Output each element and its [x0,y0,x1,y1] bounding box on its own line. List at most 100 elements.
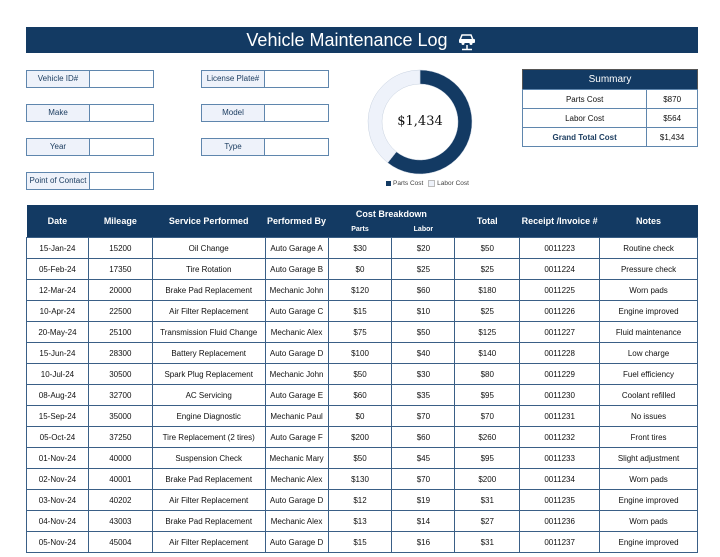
cell-receipt: 0011230 [519,384,601,406]
cell-parts: $30 [327,237,393,259]
field-input[interactable] [90,173,153,189]
field-input[interactable] [265,71,328,87]
cell-service: Oil Change [151,237,266,259]
cell-date: 03-Nov-24 [26,489,89,511]
cell-notes: Routine check [599,237,698,259]
field-input[interactable] [265,105,328,121]
cell-receipt: 0011237 [519,531,601,553]
cell-mileage: 40202 [87,489,153,511]
cell-performed-by: Mechanic John [264,279,329,301]
cell-parts: $60 [327,384,393,406]
cell-date: 08-Aug-24 [26,384,89,406]
field-year: Year [26,138,154,156]
table-row: 05-Feb-24 17350 Tire Rotation Auto Garage B… [26,258,698,280]
field-input[interactable] [90,71,153,87]
cell-notes: Engine improved [599,300,698,322]
header-notes: Notes [599,205,698,238]
cell-total: $27 [454,510,521,532]
cell-mileage: 45004 [87,531,153,553]
cell-receipt: 0011229 [519,363,601,385]
cell-mileage: 17350 [87,258,153,280]
cell-performed-by: Auto Garage E [264,384,329,406]
cell-labor: $45 [391,447,456,469]
cell-parts: $100 [327,342,393,364]
cell-notes: Front tires [599,426,698,448]
cell-notes: Worn pads [599,279,698,301]
cell-notes: Fluid maintenance [599,321,698,343]
cell-labor: $70 [391,468,456,490]
cell-receipt: 0011234 [519,468,601,490]
table-row: 02-Nov-24 40001 Brake Pad Replacement Mecha… [26,468,698,490]
cell-performed-by: Auto Garage C [264,300,329,322]
field-make: Make [26,104,154,122]
cell-date: 10-Apr-24 [26,300,89,322]
cell-labor: $30 [391,363,456,385]
cell-mileage: 43003 [87,510,153,532]
cell-parts: $15 [327,531,393,553]
header-cost-breakdown: Cost Breakdown [328,205,455,222]
table-row: 12-Mar-24 20000 Brake Pad Replacement Mecha… [26,279,698,301]
legend-labor: Labor Cost [437,180,469,188]
cell-service: AC Servicing [151,384,266,406]
table-row: 20-May-24 25100 Transmission Fluid Change M… [26,321,698,343]
donut-slice-labor-cost [367,69,421,164]
cell-labor: $16 [391,531,456,553]
cell-receipt: 0011227 [519,321,601,343]
cell-performed-by: Auto Garage D [264,342,329,364]
field-input[interactable] [90,139,153,155]
legend-swatch-parts [386,181,391,186]
cell-total: $25 [454,258,521,280]
cell-total: $70 [454,405,521,427]
cell-date: 01-Nov-24 [26,447,89,469]
cell-date: 15-Sep-24 [26,405,89,427]
cell-parts: $50 [327,447,393,469]
donut-center-total: $1,434 [397,114,443,129]
field-vehicle-id: Vehicle ID# [26,70,154,88]
cell-performed-by: Auto Garage D [264,531,329,553]
cell-date: 05-Nov-24 [26,531,89,553]
cell-receipt: 0011236 [519,510,601,532]
field-label: Vehicle ID# [27,71,90,87]
field-label: Make [27,105,90,121]
table-row: 10-Apr-24 22500 Air Filter Replacement Auto… [26,300,698,322]
header-total: Total [454,205,520,238]
field-input[interactable] [265,139,328,155]
field-input[interactable] [90,105,153,121]
cost-donut-chart [367,69,473,175]
cell-receipt: 0011228 [519,342,601,364]
cell-mileage: 35000 [87,405,153,427]
field-label: Year [27,139,90,155]
field-label: Model [202,105,265,121]
cell-parts: $13 [327,510,393,532]
cell-notes: Slight adjustment [599,447,698,469]
table-row: 15-Sep-24 35000 Engine Diagnostic Mechanic … [26,405,698,427]
cell-service: Spark Plug Replacement [151,363,266,385]
cell-total: $260 [454,426,521,448]
cell-date: 04-Nov-24 [26,510,89,532]
cell-date: 20-May-24 [26,321,89,343]
header-mileage: Mileage [88,205,153,238]
cell-total: $180 [454,279,521,301]
cell-date: 12-Mar-24 [26,279,89,301]
cell-performed-by: Auto Garage A [264,237,329,259]
cell-date: 05-Feb-24 [26,258,89,280]
field-type: Type [201,138,329,156]
cell-notes: Engine improved [599,489,698,511]
summary-value: $870 [646,89,698,109]
cell-total: $80 [454,363,521,385]
cell-performed-by: Mechanic Alex [264,468,329,490]
cell-mileage: 28300 [87,342,153,364]
cell-total: $31 [454,489,521,511]
field-label: Point of Contact [27,173,90,189]
cell-service: Tire Replacement (2 tires) [151,426,266,448]
cell-service: Battery Replacement [151,342,266,364]
cell-parts: $120 [327,279,393,301]
cell-mileage: 22500 [87,300,153,322]
cell-receipt: 0011235 [519,489,601,511]
header-parts: Parts [328,222,392,238]
field-license-plate: License Plate# [201,70,329,88]
chart-legend: Parts Cost Labor Cost [386,180,469,187]
cell-mileage: 40001 [87,468,153,490]
cell-parts: $12 [327,489,393,511]
